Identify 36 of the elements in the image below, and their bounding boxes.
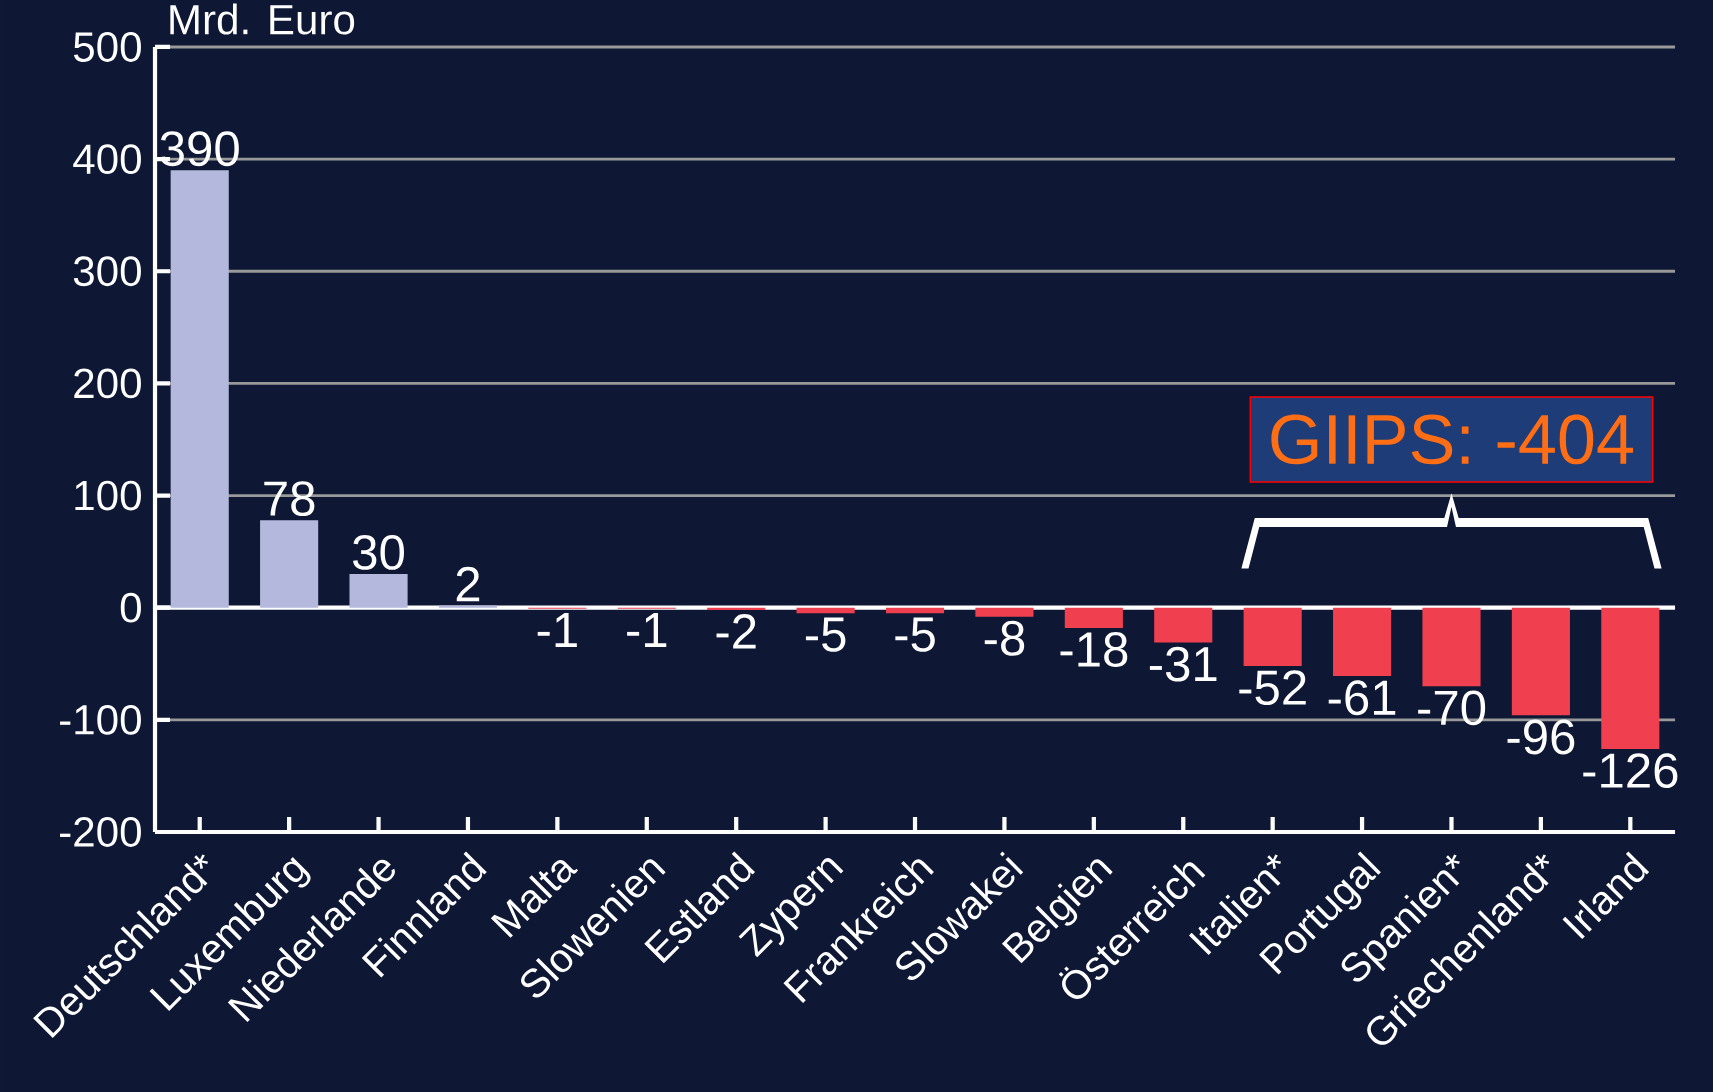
data-label: -8	[984, 620, 1025, 656]
bar	[1243, 607, 1302, 667]
data-label: -5	[805, 617, 846, 652]
bar	[1064, 607, 1123, 628]
data-label: 2	[456, 566, 480, 602]
bar	[1601, 607, 1660, 749]
y-axis-title: Mrd. Euro	[170, 3, 355, 35]
y-tick-label: 500	[73, 32, 141, 62]
data-label: -1	[627, 613, 667, 647]
data-label: -126	[1583, 753, 1678, 789]
data-label: -96	[1507, 719, 1575, 755]
data-label: -5	[895, 617, 935, 652]
bar	[1333, 607, 1392, 677]
data-label: -70	[1418, 690, 1486, 726]
annotation: GIIPS: -404	[1271, 414, 1634, 465]
y-tick-label: 0	[120, 592, 141, 623]
data-label: -18	[1060, 632, 1128, 667]
data-label: -2	[716, 614, 756, 649]
bar	[975, 607, 1034, 617]
y-tick-label: -100	[60, 704, 141, 735]
y-tick-label: 400	[73, 144, 141, 175]
y-tick-label: -200	[60, 817, 141, 847]
bar	[1511, 607, 1570, 716]
data-label: 30	[353, 534, 404, 570]
data-label: -1	[537, 613, 577, 647]
bar	[260, 520, 319, 608]
bar	[1154, 607, 1213, 643]
bar	[349, 574, 408, 608]
data-label: -52	[1239, 670, 1306, 706]
bar	[438, 605, 498, 608]
y-tick-label: 100	[75, 480, 141, 511]
data-label: -31	[1149, 646, 1217, 682]
data-label: -61	[1328, 680, 1396, 716]
bar	[1422, 607, 1481, 687]
y-tick-label: 300	[73, 256, 141, 287]
y-tick-label: 200	[74, 368, 141, 399]
